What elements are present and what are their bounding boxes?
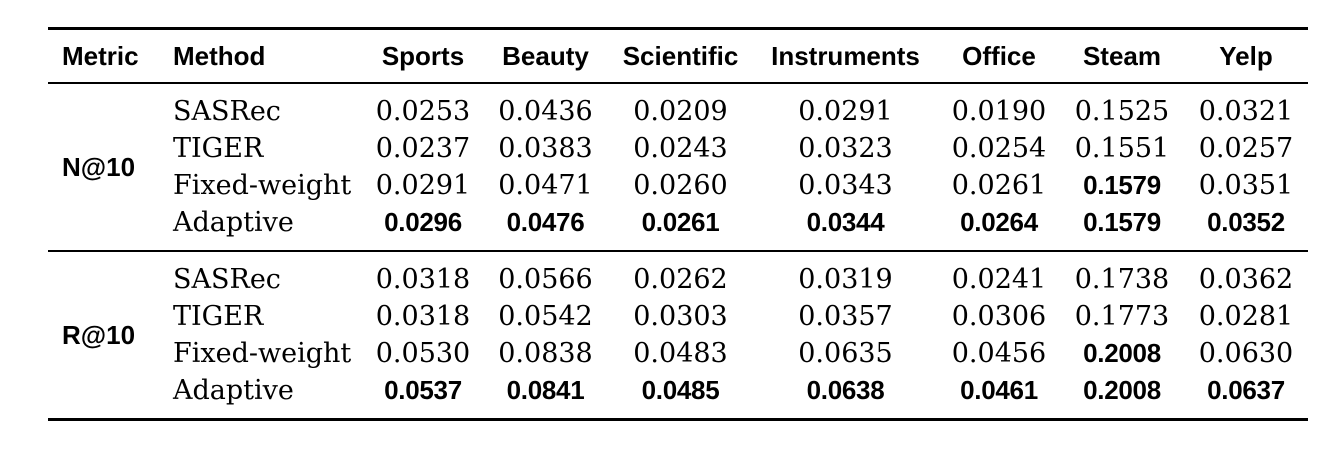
metric-value: 0.0291 xyxy=(375,170,471,201)
metric-value: 0.0436 xyxy=(498,96,593,127)
metric-value: 0.0321 xyxy=(1198,96,1294,127)
metric-value: 0.0318 xyxy=(375,264,471,295)
metric-value: 0.0190 xyxy=(951,96,1047,127)
metric-label: N@10 xyxy=(62,151,136,182)
method-name: SASRec xyxy=(173,96,281,127)
metric-value: 0.0471 xyxy=(498,170,593,201)
table-row: N@10 SASRec 0.0253 0.0436 0.0209 0.0291 0.0190… xyxy=(48,83,1308,182)
metric-value: 0.0209 xyxy=(633,96,728,127)
column-header-instruments: Instruments xyxy=(771,40,920,71)
results-table: Metric Method Sports Beauty Scientific I… xyxy=(48,27,1308,421)
metric-value: 0.0483 xyxy=(633,338,728,369)
metric-value: 0.0343 xyxy=(798,170,893,201)
metric-value: 0.0456 xyxy=(951,338,1047,369)
metric-value: 0.0253 xyxy=(375,96,471,127)
metric-value: 0.0260 xyxy=(633,170,728,201)
metric-value: 0.0638 xyxy=(806,375,885,405)
column-header-beauty: Beauty xyxy=(502,40,589,71)
metric-value: 0.0306 xyxy=(951,301,1047,332)
column-header-sports: Sports xyxy=(381,40,465,71)
metric-value: 0.1551 xyxy=(1074,133,1170,164)
metric-value: 0.0357 xyxy=(798,301,893,332)
table-row: Fixed-weight 0.0530 0.0838 0.0483 0.0635 0.04… xyxy=(48,335,1308,372)
metric-value: 0.0264 xyxy=(960,207,1038,237)
metric-value: 0.0237 xyxy=(375,133,471,164)
metric-group-n10: N@10 SASRec 0.0253 0.0436 0.0209 0.0291 0.0190… xyxy=(48,83,1308,251)
table-row: Adaptive 0.0537 0.0841 0.0485 0.0638 0.0461 0.… xyxy=(48,372,1308,420)
metric-value: 0.0362 xyxy=(1198,264,1294,295)
metric-value: 0.0257 xyxy=(1198,133,1294,164)
column-header-steam: Steam xyxy=(1082,40,1162,71)
metric-value: 0.0344 xyxy=(806,207,885,237)
metric-value: 0.0254 xyxy=(951,133,1047,164)
table-row: Adaptive 0.0296 0.0476 0.0261 0.0344 0.0264 0.… xyxy=(48,204,1308,251)
metric-value: 0.0841 xyxy=(506,375,585,405)
results-table-container: Metric Method Sports Beauty Scientific I… xyxy=(48,27,1308,421)
table-row: R@10 SASRec 0.0318 0.0566 0.0262 0.0319 0.0241… xyxy=(48,251,1308,350)
method-name: Fixed-weight xyxy=(173,338,352,369)
column-header-yelp: Yelp xyxy=(1219,40,1273,71)
column-header-method: Method xyxy=(173,40,266,71)
metric-value: 0.0261 xyxy=(641,207,720,237)
metric-value: 0.0319 xyxy=(798,264,893,295)
metric-value: 0.2008 xyxy=(1083,375,1161,405)
metric-value: 0.0630 xyxy=(1198,338,1294,369)
metric-label: R@10 xyxy=(62,319,136,350)
metric-value: 0.0637 xyxy=(1207,375,1285,405)
metric-value: 0.0537 xyxy=(384,375,462,405)
metric-value: 0.0352 xyxy=(1207,207,1285,237)
method-name: SASRec xyxy=(173,264,281,295)
metric-value: 0.1738 xyxy=(1074,264,1170,295)
metric-value: 0.0318 xyxy=(375,301,471,332)
method-name: Adaptive xyxy=(173,207,294,238)
metric-value: 0.0542 xyxy=(498,301,593,332)
metric-value: 0.0635 xyxy=(798,338,893,369)
metric-value: 0.0530 xyxy=(375,338,471,369)
table-row: TIGER 0.0237 0.0383 0.0243 0.0323 0.0254 0.155… xyxy=(48,130,1308,167)
metric-value: 0.1579 xyxy=(1083,170,1161,200)
table-header: Metric Method Sports Beauty Scientific I… xyxy=(48,29,1308,84)
method-name: Fixed-weight xyxy=(173,170,352,201)
metric-value: 0.0566 xyxy=(498,264,593,295)
header-row: Metric Method Sports Beauty Scientific I… xyxy=(48,29,1308,84)
metric-value: 0.0243 xyxy=(633,133,728,164)
metric-value: 0.1525 xyxy=(1074,96,1170,127)
method-name: TIGER xyxy=(173,133,264,164)
metric-value: 0.0323 xyxy=(798,133,893,164)
metric-value: 0.0383 xyxy=(498,133,593,164)
metric-value: 0.0291 xyxy=(798,96,893,127)
metric-value: 0.0476 xyxy=(506,207,585,237)
table-row: Fixed-weight 0.0291 0.0471 0.0260 0.0343 0.02… xyxy=(48,167,1308,204)
method-name: TIGER xyxy=(173,301,264,332)
table-row: TIGER 0.0318 0.0542 0.0303 0.0357 0.0306 0.177… xyxy=(48,298,1308,335)
method-name: Adaptive xyxy=(173,375,294,406)
metric-value: 0.0281 xyxy=(1198,301,1294,332)
metric-value: 0.1773 xyxy=(1074,301,1170,332)
metric-value: 0.0241 xyxy=(951,264,1047,295)
column-header-scientific: Scientific xyxy=(622,40,739,71)
metric-value: 0.2008 xyxy=(1083,338,1161,368)
column-header-metric: Metric xyxy=(62,40,139,71)
metric-value: 0.1579 xyxy=(1083,207,1161,237)
column-header-office: Office xyxy=(962,40,1036,71)
metric-value: 0.0485 xyxy=(641,375,720,405)
metric-value: 0.0261 xyxy=(951,170,1047,201)
metric-value: 0.0351 xyxy=(1198,170,1294,201)
metric-value: 0.0838 xyxy=(498,338,593,369)
metric-value: 0.0303 xyxy=(633,301,728,332)
metric-value: 0.0296 xyxy=(384,207,462,237)
metric-group-r10: R@10 SASRec 0.0318 0.0566 0.0262 0.0319 0.0241… xyxy=(48,251,1308,420)
metric-value: 0.0461 xyxy=(960,375,1038,405)
metric-value: 0.0262 xyxy=(633,264,728,295)
